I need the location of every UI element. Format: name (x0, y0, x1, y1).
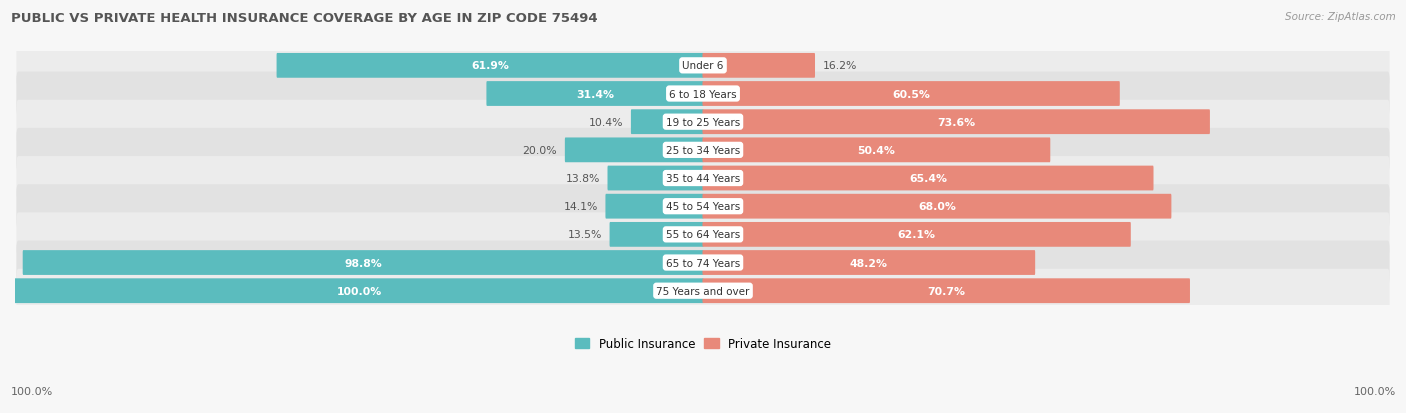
FancyBboxPatch shape (22, 251, 703, 275)
Text: 35 to 44 Years: 35 to 44 Years (666, 173, 740, 184)
FancyBboxPatch shape (703, 166, 1153, 191)
Text: 61.9%: 61.9% (471, 61, 509, 71)
Text: 16.2%: 16.2% (823, 61, 858, 71)
Text: 31.4%: 31.4% (576, 89, 614, 99)
Legend: Public Insurance, Private Insurance: Public Insurance, Private Insurance (571, 332, 835, 355)
Text: 20.0%: 20.0% (523, 145, 557, 155)
FancyBboxPatch shape (17, 241, 1389, 285)
FancyBboxPatch shape (703, 251, 1035, 275)
FancyBboxPatch shape (17, 213, 1389, 257)
Text: 6 to 18 Years: 6 to 18 Years (669, 89, 737, 99)
FancyBboxPatch shape (610, 223, 703, 247)
Text: 65 to 74 Years: 65 to 74 Years (666, 258, 740, 268)
FancyBboxPatch shape (17, 44, 1389, 88)
Text: 100.0%: 100.0% (1354, 387, 1396, 396)
Text: 65.4%: 65.4% (908, 173, 948, 184)
Text: 55 to 64 Years: 55 to 64 Years (666, 230, 740, 240)
Text: 100.0%: 100.0% (11, 387, 53, 396)
FancyBboxPatch shape (17, 100, 1389, 144)
FancyBboxPatch shape (277, 54, 703, 78)
FancyBboxPatch shape (703, 279, 1189, 304)
FancyBboxPatch shape (703, 82, 1119, 107)
Text: 100.0%: 100.0% (336, 286, 381, 296)
FancyBboxPatch shape (631, 110, 703, 135)
Text: 62.1%: 62.1% (897, 230, 935, 240)
FancyBboxPatch shape (486, 82, 703, 107)
Text: 13.8%: 13.8% (565, 173, 600, 184)
FancyBboxPatch shape (565, 138, 703, 163)
FancyBboxPatch shape (607, 166, 703, 191)
FancyBboxPatch shape (606, 195, 703, 219)
FancyBboxPatch shape (14, 279, 703, 304)
FancyBboxPatch shape (703, 54, 815, 78)
Text: 50.4%: 50.4% (858, 145, 896, 155)
Text: 45 to 54 Years: 45 to 54 Years (666, 202, 740, 212)
Text: 73.6%: 73.6% (938, 117, 976, 127)
Text: 10.4%: 10.4% (589, 117, 623, 127)
Text: 19 to 25 Years: 19 to 25 Years (666, 117, 740, 127)
Text: Source: ZipAtlas.com: Source: ZipAtlas.com (1285, 12, 1396, 22)
Text: 25 to 34 Years: 25 to 34 Years (666, 145, 740, 155)
Text: 48.2%: 48.2% (849, 258, 887, 268)
FancyBboxPatch shape (703, 195, 1171, 219)
FancyBboxPatch shape (17, 128, 1389, 172)
FancyBboxPatch shape (703, 110, 1211, 135)
FancyBboxPatch shape (17, 269, 1389, 313)
Text: 13.5%: 13.5% (568, 230, 602, 240)
Text: 14.1%: 14.1% (564, 202, 598, 212)
FancyBboxPatch shape (703, 138, 1050, 163)
Text: 98.8%: 98.8% (344, 258, 382, 268)
FancyBboxPatch shape (17, 185, 1389, 229)
FancyBboxPatch shape (17, 72, 1389, 116)
Text: Under 6: Under 6 (682, 61, 724, 71)
FancyBboxPatch shape (17, 157, 1389, 201)
Text: 70.7%: 70.7% (927, 286, 965, 296)
Text: 60.5%: 60.5% (893, 89, 929, 99)
FancyBboxPatch shape (703, 223, 1130, 247)
Text: 75 Years and over: 75 Years and over (657, 286, 749, 296)
Text: 68.0%: 68.0% (918, 202, 956, 212)
Text: PUBLIC VS PRIVATE HEALTH INSURANCE COVERAGE BY AGE IN ZIP CODE 75494: PUBLIC VS PRIVATE HEALTH INSURANCE COVER… (11, 12, 598, 25)
